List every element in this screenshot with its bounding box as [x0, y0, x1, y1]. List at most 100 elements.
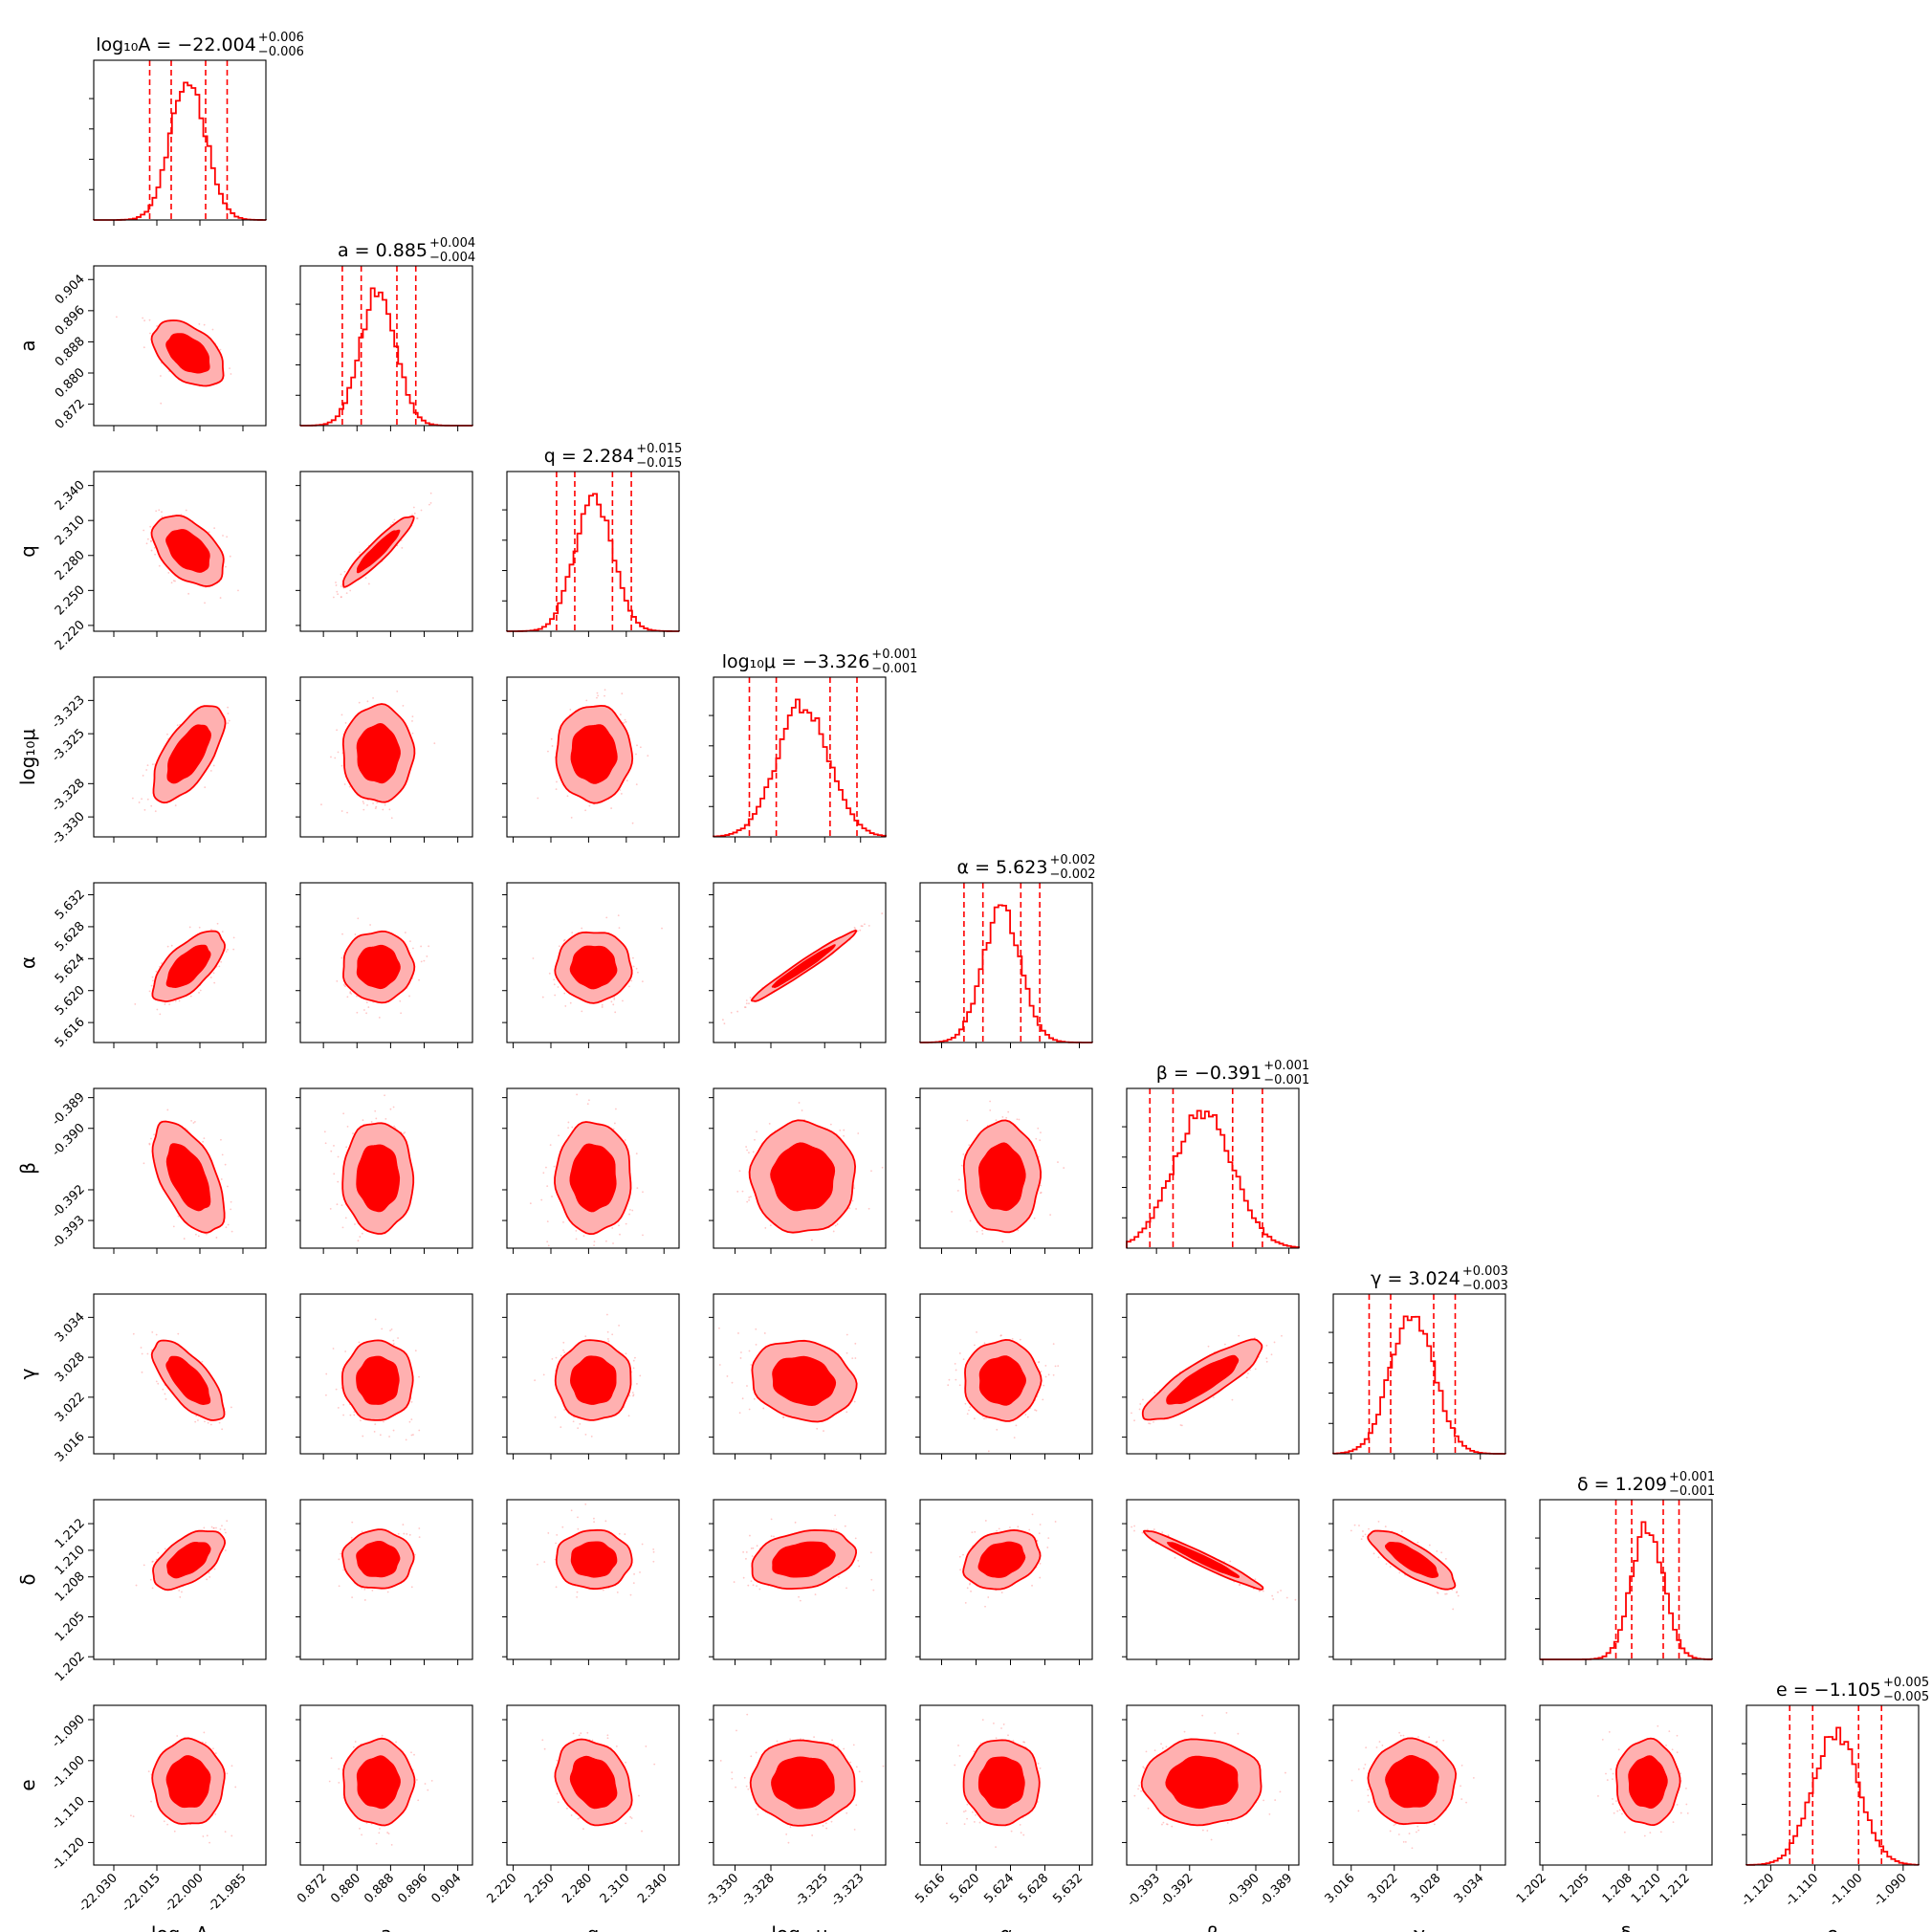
sample-point: [209, 1423, 212, 1426]
sample-point: [172, 1225, 175, 1228]
title-err-minus-q: −0.015: [636, 456, 682, 471]
sample-point: [336, 729, 338, 732]
sample-point: [174, 804, 177, 807]
sample-point: [148, 1143, 151, 1146]
panel-beta-beta: β = −0.391 +0.001−0.001: [1122, 1059, 1309, 1254]
sample-point: [141, 1371, 143, 1373]
sample-point: [166, 1109, 169, 1111]
sample-point: [855, 1208, 857, 1210]
histogram-log10A: [94, 81, 267, 221]
sample-point: [146, 764, 149, 767]
sample-point: [225, 1226, 228, 1229]
sample-point: [340, 596, 342, 599]
sample-point: [150, 1137, 152, 1140]
sample-point: [416, 517, 419, 519]
sample-point: [639, 746, 642, 749]
sample-point: [168, 1003, 171, 1006]
sample-point: [342, 1414, 345, 1416]
sample-point: [344, 1217, 347, 1219]
sample-point: [588, 1099, 590, 1102]
sample-point: [596, 692, 599, 694]
sample-point: [374, 1423, 377, 1426]
sample-point: [612, 1242, 614, 1244]
sample-point: [625, 720, 627, 723]
sample-point: [334, 757, 337, 759]
sample-point: [606, 1338, 609, 1340]
sample-point: [392, 521, 394, 524]
sample-point: [340, 596, 342, 598]
sample-point: [593, 1240, 596, 1242]
sample-point: [995, 1119, 998, 1122]
sample-point: [748, 1198, 751, 1201]
sample-point: [555, 788, 558, 791]
sample-point: [745, 1146, 748, 1148]
sample-point: [357, 917, 360, 920]
sample-point: [203, 323, 206, 326]
sample-point: [219, 597, 222, 599]
sample-point: [746, 1200, 749, 1203]
sample-point: [575, 1238, 578, 1240]
sample-point: [335, 584, 338, 586]
sample-point: [364, 577, 367, 580]
sample-point: [764, 1227, 767, 1229]
sample-point: [864, 923, 866, 926]
sample-point: [155, 1333, 158, 1336]
sample-point: [362, 1435, 364, 1438]
sample-point: [966, 1119, 969, 1122]
sample-point: [969, 1219, 972, 1222]
sample-point: [989, 1109, 992, 1111]
sample-point: [349, 991, 352, 993]
sample-point: [566, 795, 569, 798]
sample-point: [164, 1393, 166, 1395]
sample-point: [367, 1006, 370, 1008]
sample-point: [374, 1318, 377, 1321]
sample-point: [357, 1240, 360, 1242]
y-tick-label-log10mu: -3.323: [50, 693, 88, 732]
histogram-alpha: [919, 904, 1092, 1043]
sample-point: [222, 535, 224, 537]
panel-frame: [93, 676, 267, 838]
sample-point: [549, 1144, 552, 1147]
sample-point: [185, 509, 187, 512]
sample-point: [428, 945, 430, 948]
sample-point: [584, 1433, 587, 1436]
sample-point: [551, 1196, 553, 1197]
sample-point: [571, 932, 574, 934]
sample-point: [628, 985, 630, 988]
y-axis-label-q: q: [16, 545, 39, 558]
sample-point: [553, 1165, 556, 1168]
sample-point: [375, 1117, 378, 1120]
sample-point: [617, 914, 620, 917]
sample-point: [546, 1185, 549, 1188]
sample-point: [230, 1200, 232, 1203]
sample-point: [635, 753, 637, 756]
sample-point: [410, 1418, 413, 1420]
sample-point: [237, 589, 239, 592]
sample-point: [159, 1013, 162, 1016]
sample-point: [362, 808, 365, 811]
sample-point: [384, 1117, 387, 1120]
sample-point: [359, 551, 362, 554]
sample-point: [577, 1427, 580, 1430]
sample-point: [227, 1223, 230, 1226]
sample-point: [346, 811, 348, 814]
sample-point: [542, 1373, 545, 1376]
sample-point: [225, 565, 227, 568]
title-q: q = 2.284: [544, 446, 634, 467]
sample-point: [382, 808, 384, 811]
title-err-plus-beta: +0.001: [1263, 1059, 1309, 1073]
sample-point: [976, 1230, 978, 1233]
sample-point: [613, 998, 616, 1000]
sample-point: [230, 373, 232, 375]
sample-point: [584, 809, 587, 812]
sample-point: [389, 1329, 391, 1332]
sample-point: [553, 983, 556, 986]
sample-point: [756, 1131, 758, 1133]
sample-point: [748, 1152, 750, 1154]
y-tick-label-alpha: 5.624: [53, 952, 88, 987]
sample-point: [546, 1220, 549, 1223]
sample-point: [376, 801, 378, 804]
sample-point: [604, 694, 605, 697]
sample-point: [572, 1420, 575, 1423]
